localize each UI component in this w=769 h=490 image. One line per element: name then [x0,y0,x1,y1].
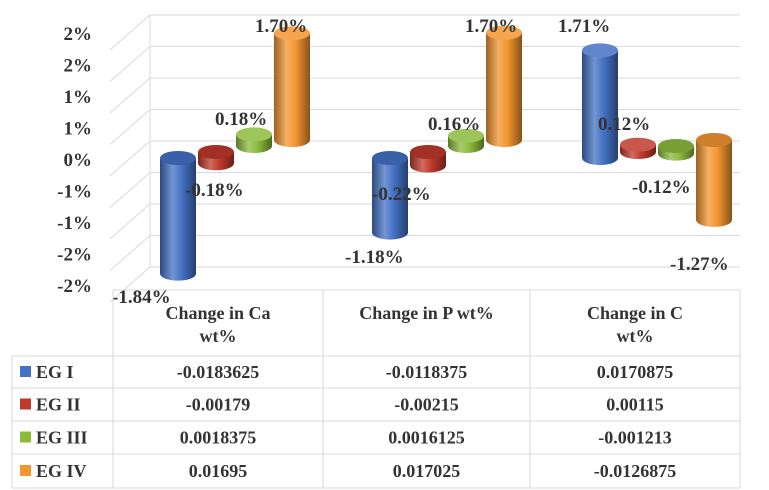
bar [274,26,310,148]
bar [410,145,446,173]
category-label: Change in Ca wt% [165,303,270,346]
data-label: 1.71% [558,16,610,37]
table-cell: -0.0118375 [386,362,468,382]
bar-cap [160,151,196,165]
data-label: -0.18% [185,180,244,201]
bar-body [160,158,196,281]
table-cell: 0.0170875 [597,362,674,382]
legend-key [20,366,31,377]
data-labels: -1.84% -1.18% 1.71% -0.18% -0.22% 0.12% 0.18% 0… [112,16,729,308]
gridline [109,46,740,82]
bar-cap [696,133,732,147]
bar-cap [620,137,656,152]
legend-label: EG II [36,395,81,415]
table-cell: -0.001213 [598,428,672,448]
legend-label: EG I [36,362,74,382]
bar-cap [236,127,272,142]
table-cell: 0.00115 [606,395,664,415]
bar-body [696,140,732,227]
y-axis-ticks: 2% 2% 1% 1% 0% -1% -1% -2% -2% [57,24,92,297]
category-label: Change in P wt% [359,303,494,323]
data-label: 0.18% [215,109,267,130]
bar-body [274,33,310,148]
bar [198,145,234,171]
bar-cap [448,128,484,143]
table-cell: 0.0018375 [180,428,257,448]
bar [582,43,618,165]
bar [696,133,732,227]
bar [620,137,656,159]
bar [658,139,694,161]
bars [160,25,732,281]
data-label: 0.16% [428,114,480,135]
bar [448,128,484,153]
y-tick-label: 2% [64,24,93,45]
bar-body [582,50,618,165]
gridline [109,203,740,240]
bar [372,151,408,240]
table-cell: 0.01695 [189,461,248,481]
legend-key [20,431,31,443]
data-label: -1.27% [670,254,729,275]
table-cell: -0.0126875 [594,461,677,481]
data-label: -1.84% [112,287,171,308]
bar-cap [198,145,234,159]
data-label: 1.70% [465,16,517,37]
bar-cap [658,139,694,153]
bar-cap [582,43,618,58]
bar [160,151,196,281]
legend-key [20,465,31,476]
data-label: -0.22% [372,184,431,205]
table-cell: -0.00179 [186,395,251,415]
y-tick-label: 2% [64,56,93,77]
bar [486,25,522,147]
gridline [109,77,740,114]
table-cell: -0.00215 [394,395,459,415]
legend-label: EG III [36,428,88,448]
legend-key [20,398,31,410]
bar-cap [410,145,446,159]
table-cell: 0.017025 [393,461,461,481]
bar-body [486,32,522,147]
bar-cap [486,25,522,40]
data-table: Change in Ca wt% Change in P wt% Change in … [11,289,741,489]
gridline [109,235,740,271]
gridline [109,266,740,303]
bar-cap [274,26,310,41]
data-label: 1.70% [255,16,307,37]
gridlines [109,14,740,303]
bar-body [372,158,408,240]
table-cell: -0.0183625 [177,362,260,382]
y-tick-label: 1% [64,119,93,140]
y-tick-label: -2% [57,245,92,266]
bar [236,127,272,153]
y-tick-label: -1% [57,182,92,203]
y-tick-label: 0% [64,150,93,171]
data-label: -0.12% [632,177,691,198]
gridline [109,14,740,51]
y-tick-label: 1% [64,87,93,108]
y-tick-label: -2% [57,276,92,297]
y-tick-label: -1% [57,213,92,234]
bar-cap [372,151,408,165]
data-label: 0.12% [598,114,650,135]
legend-label: EG IV [36,461,87,481]
table-cell: 0.0016125 [388,428,465,448]
data-label: -1.18% [345,247,404,268]
